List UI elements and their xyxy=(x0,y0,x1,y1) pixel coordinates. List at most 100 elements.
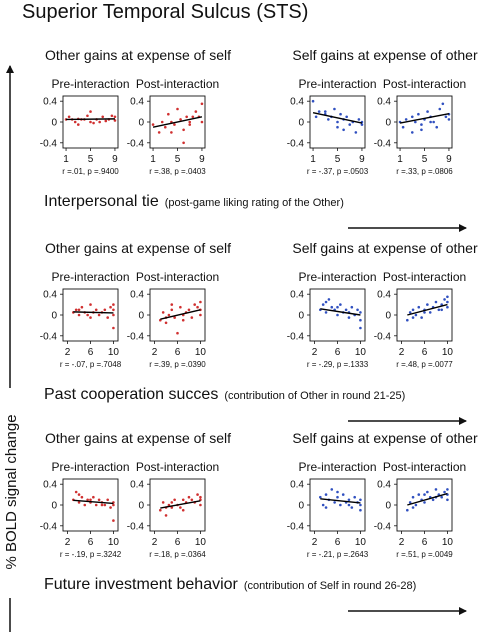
data-point xyxy=(414,120,417,124)
x-tick-label: 10 xyxy=(355,537,367,548)
y-tick-label: 0.4 xyxy=(130,480,144,491)
data-point xyxy=(434,488,438,491)
group-header-right: Self gains at expense of other xyxy=(292,47,478,63)
data-point xyxy=(401,125,405,129)
data-point xyxy=(339,303,342,306)
y-tick-label: 0.4 xyxy=(377,290,391,301)
y-tick-label: -0.4 xyxy=(374,331,392,342)
panel-title: Pre-interaction xyxy=(298,270,376,284)
data-point xyxy=(97,498,101,502)
data-point xyxy=(98,120,101,124)
data-point xyxy=(109,305,112,309)
data-point xyxy=(417,305,421,309)
data-point xyxy=(359,311,362,314)
x-tick-label: 9 xyxy=(446,154,452,165)
data-point xyxy=(423,311,426,314)
data-point xyxy=(97,313,101,317)
data-point xyxy=(347,498,351,502)
data-point xyxy=(410,131,414,134)
data-point xyxy=(161,501,165,504)
x-tick-label: 1 xyxy=(397,154,403,165)
data-point xyxy=(80,305,84,309)
data-point xyxy=(106,498,109,502)
group-header-left: Other gains at expense of self xyxy=(45,240,231,256)
data-point xyxy=(179,118,182,121)
data-point xyxy=(446,305,449,309)
data-point xyxy=(341,493,345,496)
data-point xyxy=(354,131,358,134)
data-point xyxy=(170,501,174,504)
group-header-left: Other gains at expense of self xyxy=(45,430,231,446)
data-point xyxy=(112,519,115,522)
plot-frame xyxy=(396,288,453,342)
data-point xyxy=(411,316,415,319)
y-tick-label: 0 xyxy=(51,118,57,129)
panel-stats: r =.18, p =.0364 xyxy=(149,550,206,559)
data-point xyxy=(438,107,442,111)
data-point xyxy=(446,498,449,502)
data-point xyxy=(339,503,342,507)
data-point xyxy=(193,303,196,306)
data-point xyxy=(339,112,342,116)
data-point xyxy=(173,316,176,319)
regression-line xyxy=(407,303,448,316)
x-tick-label: 5 xyxy=(175,154,181,165)
data-point xyxy=(423,493,426,496)
data-point xyxy=(77,493,81,496)
y-tick-label: 0.4 xyxy=(290,97,304,108)
data-point xyxy=(417,112,420,116)
data-point xyxy=(110,114,114,118)
scatter-panel: Post-interaction 0.4 0 -0.4 2 6 10 r =.48, p =.… xyxy=(374,270,466,369)
x-tick-label: 6 xyxy=(422,347,428,358)
data-point xyxy=(109,506,112,509)
panel-stats: r =.01, p =.9400 xyxy=(62,167,119,176)
data-point xyxy=(336,125,339,129)
x-tick-label: 1 xyxy=(63,154,69,165)
data-point xyxy=(112,303,115,306)
regression-line xyxy=(66,118,115,121)
data-point xyxy=(89,303,92,306)
y-tick-label: -0.4 xyxy=(40,331,58,342)
x-tick-label: 6 xyxy=(422,537,428,548)
plot-frame xyxy=(62,288,119,342)
row-title-subtitle: (contribution of Other in round 21-25) xyxy=(224,390,405,402)
panel-stats: r = -.37, p =.0503 xyxy=(307,167,369,176)
x-tick-label: 6 xyxy=(88,537,94,548)
panel-title: Pre-interaction xyxy=(51,460,129,474)
x-tick-label: 10 xyxy=(355,347,367,358)
data-point xyxy=(353,495,356,499)
y-tick-label: 0.4 xyxy=(130,97,144,108)
data-point xyxy=(426,110,429,113)
data-point xyxy=(357,118,361,121)
group-header-right: Self gains at expense of other xyxy=(292,240,478,256)
data-point xyxy=(359,498,362,502)
panel-stats: r =.48, p =.0077 xyxy=(396,360,453,369)
data-point xyxy=(196,493,199,496)
x-tick-label: 2 xyxy=(312,537,318,548)
data-point xyxy=(443,490,446,494)
data-point xyxy=(321,503,325,507)
plot-frame xyxy=(62,478,119,532)
data-point xyxy=(336,495,339,499)
x-tick-label: 2 xyxy=(399,347,405,358)
x-tick-label: 10 xyxy=(108,537,120,548)
data-point xyxy=(181,498,185,502)
data-point xyxy=(324,493,328,496)
y-tick-label: 0 xyxy=(385,118,391,129)
row-title-main: Past cooperation succes xyxy=(44,386,218,403)
regression-line xyxy=(399,112,450,124)
data-point xyxy=(410,115,414,119)
y-tick-label: 0 xyxy=(385,311,391,322)
data-point xyxy=(317,110,321,113)
data-point xyxy=(446,488,449,491)
y-tick-label: 0.4 xyxy=(43,97,57,108)
data-point xyxy=(167,503,171,507)
panel-title: Post-interaction xyxy=(136,270,219,284)
data-point xyxy=(359,503,362,507)
data-point xyxy=(159,508,162,512)
data-point xyxy=(76,123,80,126)
data-point xyxy=(86,313,89,317)
panel-title: Pre-interaction xyxy=(298,77,376,91)
x-tick-label: 2 xyxy=(65,537,71,548)
data-point xyxy=(104,119,108,123)
